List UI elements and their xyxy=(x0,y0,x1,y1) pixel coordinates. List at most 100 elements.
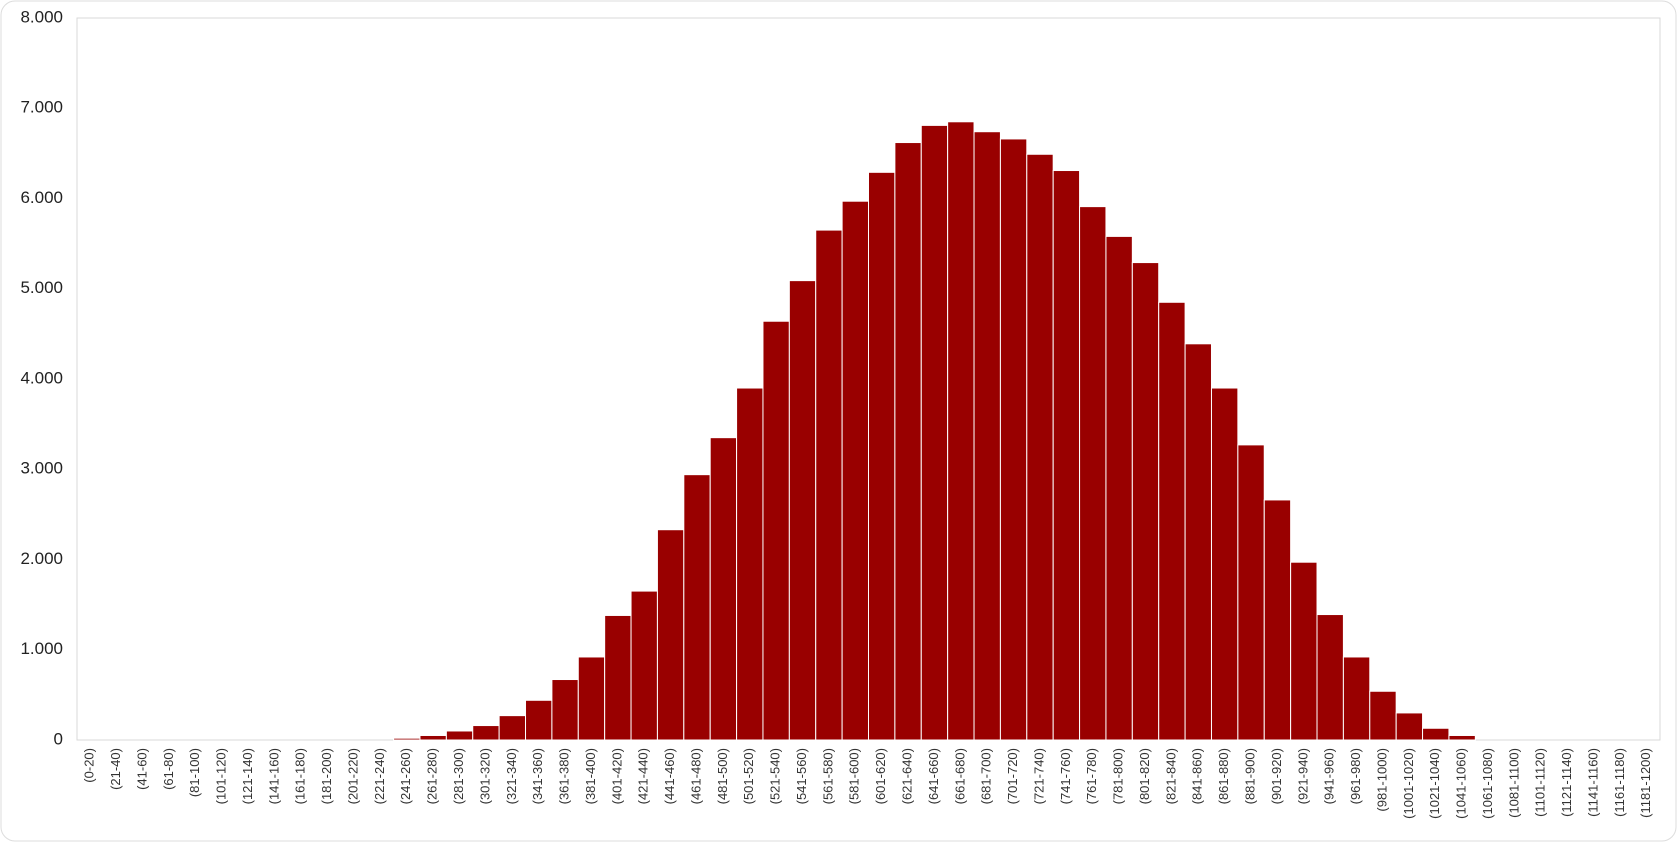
x-tick-label: (301-320) xyxy=(477,748,492,804)
bar xyxy=(1237,444,1265,741)
x-tick-label: (101-120) xyxy=(214,748,229,804)
x-tick-label: (1181-1200) xyxy=(1638,748,1653,818)
bar xyxy=(1131,262,1160,741)
x-tick-label: (1121-1140) xyxy=(1559,748,1574,817)
bar xyxy=(815,229,843,741)
bar xyxy=(1369,690,1397,741)
x-tick-label: (161-180) xyxy=(293,748,308,804)
bar xyxy=(1026,153,1054,741)
x-tick-label: (721-740) xyxy=(1031,748,1046,804)
x-tick-label: (481-500) xyxy=(715,748,730,804)
bar xyxy=(894,142,922,741)
x-tick-label: (221-240) xyxy=(372,748,387,804)
bar xyxy=(709,437,738,741)
x-tick-label: (521-540) xyxy=(768,748,783,804)
bar xyxy=(841,200,869,741)
x-tick-label: (841-860) xyxy=(1190,748,1205,804)
y-tick-label: 8.000 xyxy=(20,7,63,26)
x-tick-label: (1001-1020) xyxy=(1401,748,1416,819)
bar xyxy=(498,715,527,741)
x-tick-label: (141-160) xyxy=(266,748,281,804)
x-tick-label: (681-700) xyxy=(979,748,994,804)
bar xyxy=(736,387,764,741)
bar xyxy=(868,171,896,741)
bar xyxy=(472,725,500,741)
x-tick-label: (341-360) xyxy=(530,748,545,804)
x-tick-label: (541-560) xyxy=(794,748,809,804)
x-tick-label: (381-400) xyxy=(583,748,598,804)
y-tick-label: 1.000 xyxy=(20,639,63,658)
x-tick-label: (441-460) xyxy=(662,748,677,804)
x-tick-label: (781-800) xyxy=(1111,748,1126,804)
x-tick-label: (981-1000) xyxy=(1374,748,1389,812)
y-tick-label: 7.000 xyxy=(20,98,63,117)
bar xyxy=(1210,387,1239,741)
x-tick-label: (501-520) xyxy=(741,748,756,804)
bar xyxy=(1079,206,1107,741)
y-tick-label: 5.000 xyxy=(20,278,63,297)
x-tick-label: (1061-1080) xyxy=(1480,748,1495,819)
bar xyxy=(419,734,447,741)
bar xyxy=(445,730,474,741)
bar xyxy=(604,614,632,741)
bar xyxy=(1105,235,1133,741)
x-tick-label: (761-780) xyxy=(1084,748,1099,804)
x-tick-label: (401-420) xyxy=(609,748,624,804)
x-tick-label: (1041-1060) xyxy=(1454,748,1469,819)
x-tick-label: (641-660) xyxy=(926,748,941,804)
bar xyxy=(762,320,790,741)
x-tick-label: (881-900) xyxy=(1242,748,1257,804)
x-tick-label: (41-60) xyxy=(134,748,149,790)
x-tick-label: (941-960) xyxy=(1322,748,1337,804)
y-tick-label: 3.000 xyxy=(20,459,63,478)
bar xyxy=(656,529,685,741)
bar xyxy=(999,138,1028,741)
bar xyxy=(393,737,421,741)
bar xyxy=(1448,734,1476,741)
x-tick-label: (1141-1160) xyxy=(1585,748,1600,817)
bar xyxy=(1263,499,1292,741)
x-tick-label: (61-80) xyxy=(161,748,176,790)
x-tick-label: (921-940) xyxy=(1295,748,1310,804)
x-tick-label: (581-600) xyxy=(847,748,862,804)
x-tick-label: (181-200) xyxy=(319,748,334,804)
bar xyxy=(1422,727,1450,741)
x-tick-label: (561-580) xyxy=(820,748,835,804)
x-tick-label: (701-720) xyxy=(1005,748,1020,804)
x-tick-label: (961-980) xyxy=(1348,748,1363,804)
bar xyxy=(1052,170,1081,741)
x-tick-label: (901-920) xyxy=(1269,748,1284,804)
x-tick-label: (281-300) xyxy=(451,748,466,804)
x-tick-label: (601-620) xyxy=(873,748,888,804)
y-tick-label: 4.000 xyxy=(20,368,63,387)
x-tick-label: (1101-1120) xyxy=(1533,748,1548,817)
x-tick-label: (1021-1040) xyxy=(1427,748,1442,819)
bar xyxy=(920,124,949,741)
x-tick-label: (361-380) xyxy=(557,748,572,804)
bar xyxy=(525,699,553,741)
bar xyxy=(788,280,817,741)
y-tick-label: 2.000 xyxy=(20,549,63,568)
bar xyxy=(1290,561,1318,741)
bar xyxy=(1316,614,1344,741)
bar xyxy=(551,679,579,741)
bar xyxy=(1342,656,1371,741)
bar xyxy=(577,656,606,741)
bar xyxy=(1158,301,1186,741)
x-tick-label: (621-640) xyxy=(900,748,915,804)
bar xyxy=(683,474,711,741)
x-tick-label: (261-280) xyxy=(425,748,440,804)
x-tick-label: (421-440) xyxy=(636,748,651,804)
x-tick-label: (121-140) xyxy=(240,748,255,804)
x-tick-label: (741-760) xyxy=(1058,748,1073,804)
x-tick-label: (661-680) xyxy=(952,748,967,804)
x-tick-label: (1081-1100) xyxy=(1506,748,1521,818)
x-tick-label: (461-480) xyxy=(688,748,703,804)
y-tick-label: 6.000 xyxy=(20,188,63,207)
x-tick-label: (241-260) xyxy=(398,748,413,804)
bar xyxy=(1395,712,1424,741)
x-tick-label: (821-840) xyxy=(1163,748,1178,804)
bar xyxy=(947,121,975,741)
